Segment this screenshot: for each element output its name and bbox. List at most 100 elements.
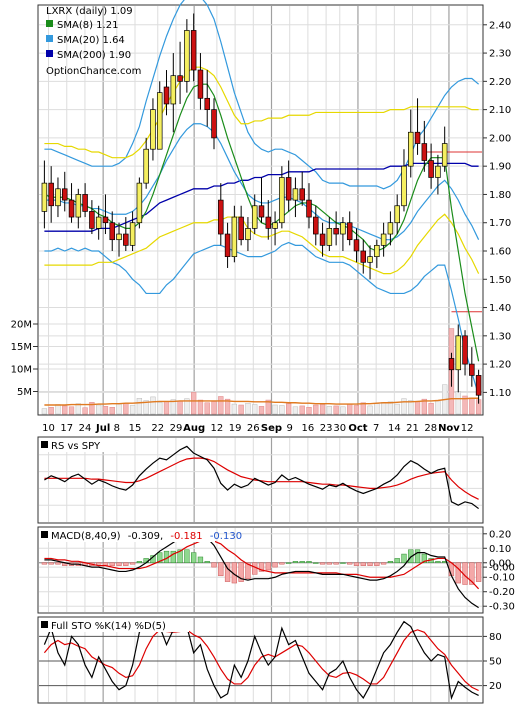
volume-bar <box>252 404 258 415</box>
volume-bar <box>231 403 238 415</box>
macd-hist-bar <box>272 562 278 568</box>
macd-hist-bar <box>116 562 122 566</box>
sto-k-line <box>43 620 479 701</box>
macd-hist-bar <box>299 561 305 564</box>
volume-bar <box>367 405 373 415</box>
macd-hist-bar <box>435 561 441 564</box>
macd-hist-bar <box>333 562 339 565</box>
envelope-upper-line <box>44 66 479 159</box>
legend-swatch-rs <box>41 441 48 448</box>
candle-body <box>435 165 441 178</box>
volume-bar <box>421 398 427 415</box>
volume-bar <box>204 402 210 415</box>
volume-tick-label: 20M <box>11 320 32 331</box>
candle-body <box>75 194 82 218</box>
candle-body <box>197 69 204 99</box>
volume-bar <box>191 392 197 415</box>
x-tick-label: 26 <box>247 423 260 434</box>
macd-hist-bar <box>245 562 251 579</box>
volume-bar <box>333 405 339 415</box>
sto-lines <box>43 620 479 701</box>
candle-body <box>177 75 183 82</box>
price-panel: 2.40 2.30 2.20 2.10 2.00 1.90 1.80 1.70 1.60 1.50… <box>11 0 511 416</box>
candle-body <box>319 233 326 246</box>
candle-body <box>475 375 482 396</box>
macd-y-axis: 0.20 0.10 0.00-0.00-0.10 -0.20 -0.30 <box>483 529 515 613</box>
volume-bar <box>462 395 468 415</box>
x-tick-label: 15 <box>129 423 142 434</box>
candle-body <box>272 222 278 229</box>
sto-panel: 80 50 20 Full STO %K(14) %D(5) <box>37 616 502 704</box>
macd-hist-bar <box>252 562 258 575</box>
x-tick-label: 7 <box>373 423 379 434</box>
macd-lines <box>44 533 480 609</box>
candle-body <box>224 233 231 258</box>
candle-body <box>448 358 455 371</box>
candle-body <box>279 177 285 224</box>
macd-hist-bar <box>218 562 224 577</box>
watermark: OptionChance.com <box>46 66 141 77</box>
volume-bar <box>414 401 421 415</box>
candle-body <box>353 239 360 252</box>
candle-body <box>360 250 367 263</box>
volume-bar <box>68 406 75 415</box>
macd-hist-bar <box>380 562 387 565</box>
macd-hist-bar <box>123 562 129 566</box>
macd-hist-bar <box>204 561 210 564</box>
volume-bar <box>150 396 156 415</box>
price-tick-label: 1.50 <box>489 275 511 286</box>
x-tick-label: 21 <box>406 423 419 434</box>
macd-hist-bar <box>55 562 61 565</box>
rs-grid <box>39 438 482 522</box>
legend-sma20: SMA(20) 1.64 <box>57 35 125 46</box>
macd-hist-bar <box>136 561 143 564</box>
price-tick-label: 1.60 <box>489 247 511 258</box>
macd-hist-bar <box>285 562 292 564</box>
volume-bar <box>211 401 217 415</box>
legend-swatch-sma8 <box>46 20 53 27</box>
candle-body <box>306 199 312 218</box>
macd-hist-bar <box>184 549 190 564</box>
candle-body <box>89 211 95 229</box>
x-tick-label: 14 <box>388 423 401 434</box>
volume-bar <box>123 402 129 415</box>
volume-bar <box>82 407 88 415</box>
macd-hist-bar <box>394 558 400 564</box>
price-tick-label: 2.00 <box>489 133 511 144</box>
x-tick-label: 9 <box>287 423 293 434</box>
macd-panel: 0.20 0.10 0.00-0.00-0.10 -0.20 -0.30 MACD(8,… <box>37 526 515 614</box>
volume-tick-label: 10M <box>11 365 32 376</box>
candle-body <box>170 75 177 105</box>
volume-bar <box>184 398 190 415</box>
macd-hist-bar <box>109 562 115 566</box>
rs-line <box>44 445 479 510</box>
x-tick-label: 22 <box>151 423 164 434</box>
candle-body <box>204 97 210 110</box>
volume-bar <box>177 400 183 415</box>
candle-body <box>265 216 272 229</box>
candle-body <box>95 216 102 229</box>
volume-tick-label: 15M <box>11 342 32 353</box>
volume-bar <box>170 399 176 415</box>
volume-bar <box>428 402 434 415</box>
candle-body <box>258 205 265 218</box>
macd-line <box>44 533 479 609</box>
candle-body <box>428 160 434 178</box>
volume-bar <box>143 400 149 415</box>
macd-hist-bar <box>48 562 54 565</box>
sto-d-line <box>43 629 479 692</box>
volume-bar <box>157 402 163 415</box>
x-tick-label: 10 <box>42 423 55 434</box>
candle-body <box>455 335 462 371</box>
candle-body <box>238 216 244 241</box>
candle-body <box>129 222 136 246</box>
volume-bar <box>136 398 143 415</box>
macd-hist-bar <box>197 556 204 564</box>
macd-hist-bar <box>367 562 373 566</box>
x-tick-label: 30 <box>333 423 346 434</box>
x-tick-label: 23 <box>320 423 333 434</box>
x-tick-label: 29 <box>170 423 183 434</box>
volume-bar <box>218 396 224 415</box>
volume-bar <box>401 398 407 415</box>
